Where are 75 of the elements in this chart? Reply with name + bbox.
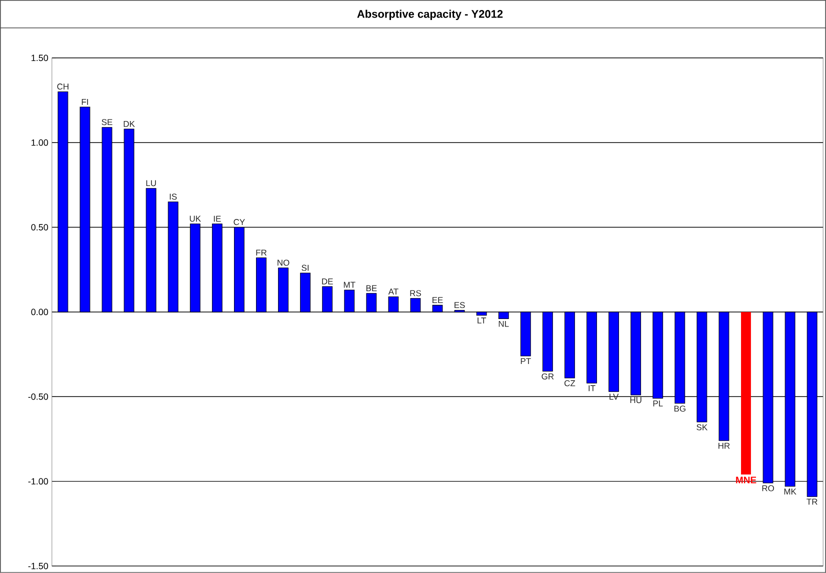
bar: [146, 188, 156, 312]
x-tick-label: DE: [322, 278, 333, 284]
y-tick-label: -1.00: [28, 478, 48, 485]
bar: [410, 298, 421, 312]
bar: [102, 127, 112, 312]
x-tick-label: EE: [432, 297, 443, 304]
x-tick-label: TR: [806, 498, 818, 505]
bar: [168, 202, 178, 312]
bar: [234, 227, 244, 312]
y-tick-label: 0.50: [31, 224, 48, 230]
bar: [300, 272, 311, 312]
x-tick-label: RS: [410, 290, 421, 296]
x-tick-label: MK: [784, 488, 796, 494]
bar: [58, 92, 68, 312]
x-tick-label: PT: [520, 358, 531, 364]
x-tick-label: AT: [388, 288, 398, 295]
x-tick-label: FI: [82, 99, 88, 105]
y-tick-label: -1.50: [28, 562, 48, 570]
x-tick-label: SI: [302, 264, 309, 271]
bar: [806, 312, 818, 497]
bar: [344, 290, 355, 312]
bar: [652, 312, 664, 399]
y-tick-label: 1.50: [32, 54, 48, 62]
bar: [256, 258, 266, 312]
x-tick-label: HU: [630, 397, 642, 404]
y-tick-label: 0.00: [31, 308, 48, 316]
bar: [278, 268, 288, 312]
bar: [520, 312, 531, 356]
x-tick-label: BE: [366, 285, 377, 292]
bar: [190, 224, 200, 312]
bar: [674, 312, 686, 404]
x-tick-label: NL: [498, 320, 509, 327]
bar: [741, 312, 751, 475]
x-tick-label: RO: [762, 485, 774, 492]
x-tick-label: SE: [102, 119, 112, 126]
x-tick-label: FR: [256, 250, 267, 256]
y-tick-label: -0.50: [28, 393, 48, 400]
x-tick-label: IT: [588, 385, 596, 392]
x-tick-label: IS: [170, 194, 177, 200]
bar: [718, 312, 730, 441]
x-tick-label: IE: [214, 216, 221, 222]
x-tick-label: CH: [57, 84, 68, 90]
x-tick-label: LT: [478, 318, 486, 324]
bar: [80, 106, 90, 312]
x-tick-label: HR: [718, 442, 730, 449]
x-tick-label: DK: [124, 121, 135, 127]
bar: [696, 312, 708, 422]
x-tick-label: CY: [234, 219, 245, 226]
bar: [212, 224, 222, 312]
x-tick-label: SK: [696, 424, 708, 430]
bar: [432, 304, 443, 312]
chart-title: Absorptive capacity - Y2012: [357, 10, 503, 20]
bar: [762, 312, 774, 484]
x-tick-label: PL: [653, 400, 663, 406]
bar: [586, 312, 597, 384]
bar: [784, 312, 796, 487]
y-tick-label: 1.00: [32, 139, 48, 146]
bar: [564, 312, 575, 378]
x-tick-label: MT: [344, 282, 356, 288]
bar: [124, 128, 134, 312]
bar: [630, 312, 642, 396]
bar: [388, 296, 399, 312]
x-tick-label: GR: [542, 373, 554, 380]
x-tick-label: LU: [146, 180, 156, 186]
bar: [542, 312, 553, 372]
bar: [476, 312, 487, 316]
x-tick-label: BG: [674, 406, 686, 412]
bar: [498, 312, 509, 320]
x-tick-label: CZ: [564, 380, 576, 386]
bar: [322, 286, 333, 312]
x-tick-label: NO: [278, 260, 290, 266]
bar: [366, 293, 377, 312]
bar: [608, 312, 619, 392]
x-tick-label: ES: [454, 302, 465, 308]
x-tick-label: UK: [190, 216, 201, 222]
